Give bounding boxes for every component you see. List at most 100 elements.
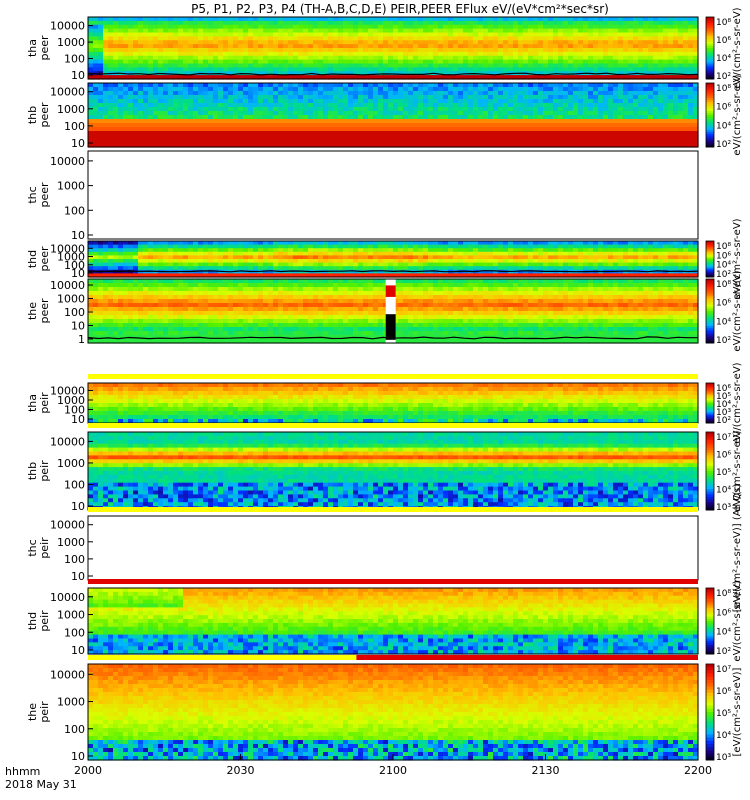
colorbar-label: eV/(cm²-s-sr-eV) <box>732 580 743 661</box>
y-tick-label: 1000 <box>57 293 85 306</box>
panel-y-label: peer <box>38 35 51 61</box>
colorbar-tick-label: 10⁴ <box>716 628 731 638</box>
colorbar-tick-label: 10⁵ <box>716 392 731 402</box>
colorbar-tick-label: 10⁷ <box>716 433 731 443</box>
y-tick-label: 10 <box>71 644 85 657</box>
y-tick-label: 10 <box>71 267 85 280</box>
x-tick-label: 2130 <box>532 764 560 777</box>
status-bar <box>88 507 698 512</box>
colorbar-tick-label: 10² <box>716 140 731 150</box>
colorbar-tick-label: 10⁴ <box>716 486 731 496</box>
colorbar-tick-label: 10² <box>716 416 731 426</box>
colorbar-tick-label: 10⁷ <box>716 665 731 675</box>
panel-y-label: peir <box>38 460 51 482</box>
panel-y-label: thc <box>26 539 39 556</box>
colorbar-tick-label: 10⁴ <box>716 261 731 271</box>
spectrogram-thb-peer <box>88 83 699 148</box>
panel-y-label: thb <box>26 462 39 480</box>
colorbar-label: eV/(cm²-s-sr-eV) <box>732 362 743 443</box>
panel-y-label: thd <box>26 612 39 630</box>
colorbar-tick-label: 10⁴ <box>716 54 731 64</box>
colorbar-tick-label: 10³ <box>716 503 731 513</box>
y-tick-label: 100 <box>64 120 85 133</box>
colorbar-tick-label: 10⁵ <box>716 709 731 719</box>
y-tick-label: 10000 <box>50 242 85 255</box>
colorbar-tick-label: 10⁸ <box>716 84 731 94</box>
y-tick-label: 100 <box>64 204 85 217</box>
y-tick-label: 1000 <box>57 609 85 622</box>
y-tick-label: 100 <box>64 306 85 319</box>
colorbar: 10² 10⁴ 10⁶ 10⁸ <box>705 16 731 82</box>
y-tick-label: 100 <box>64 53 85 66</box>
panel-y-label: thb <box>26 106 39 124</box>
panel-y-label: peir <box>38 537 51 559</box>
y-tick-label: 100 <box>64 259 85 272</box>
colorbar-label: eV/(cm²-s-sr-eV) <box>732 430 743 511</box>
colorbar-tick-label: 10⁴ <box>716 121 731 131</box>
y-tick-label: 10 <box>71 750 85 763</box>
status-bar <box>88 423 698 428</box>
chart-title: P5, P1, P2, P3, P4 (TH-A,B,C,D,E) PEIR,P… <box>191 2 609 16</box>
y-tick-label: 10 <box>71 500 85 513</box>
x-tick-label: 2030 <box>227 764 255 777</box>
panel-frame <box>87 82 699 148</box>
potential-line <box>87 336 698 340</box>
y-tick-label: 100 <box>64 404 85 417</box>
spectrogram-thd-peir <box>88 588 699 655</box>
x-tick-label: 2200 <box>684 764 712 777</box>
colorbar: 10² 10⁴ 10⁶ 10⁸ <box>705 82 731 150</box>
colorbar-tick-label: 10⁸ <box>716 18 731 28</box>
colorbar-tick-label: 10⁵ <box>716 468 731 478</box>
y-tick-label: 10000 <box>50 668 85 681</box>
y-tick-label: 10 <box>71 229 85 242</box>
panel-thc-peer: 10 100 1000 10000 thc peer <box>26 150 699 242</box>
y-tick-label: 10 <box>71 137 85 150</box>
colorbar-tick-label: 10⁴ <box>716 731 731 741</box>
colorbar-label: eV/(cm²-s-sr-eV) <box>732 270 743 351</box>
spectrogram-the-peir <box>88 664 699 761</box>
panel-thc-peir: 10 100 1000 10000 thc peir [eV/(cm²-s-sr-eV)] … <box>26 484 743 613</box>
panel-y-label: peer <box>38 182 51 208</box>
panel-y-label: the <box>26 302 39 320</box>
panel-y-label: peer <box>38 298 51 324</box>
panel-y-label: peir <box>38 610 51 632</box>
y-tick-label: 10 <box>71 69 85 82</box>
colorbar-tick-label: 10² <box>716 72 731 82</box>
status-bar-segment <box>356 655 698 660</box>
panel-y-label: peir <box>38 392 51 414</box>
panel-y-label: peer <box>38 102 51 128</box>
y-tick-label: 1000 <box>57 251 85 264</box>
colorbar-label: eV/(cm²-s-sr-eV) <box>732 218 743 299</box>
panel-thb-peer: 10 100 1000 10000 thb peer 10² 10⁴ 10⁶ 10⁸ eV/(cm²… <box>26 74 743 155</box>
y-tick-label: 1000 <box>57 457 85 470</box>
status-bar-segment <box>88 655 357 660</box>
status-bar <box>88 579 698 584</box>
panel-frame <box>87 16 699 80</box>
panel-frame <box>87 150 699 240</box>
y-tick-label: 1000 <box>57 180 85 193</box>
colorbar-tick-label: 10⁸ <box>716 242 731 252</box>
panel-frame <box>87 587 699 655</box>
spectrogram-thb-peir <box>88 432 699 511</box>
potential-line <box>87 270 699 273</box>
spectrogram-the-peer <box>87 279 699 344</box>
panel-y-label: peer <box>38 246 51 272</box>
y-tick-label: 100 <box>64 626 85 639</box>
colorbar-tick-label: 10⁶ <box>716 451 731 461</box>
panel-y-label: peir <box>38 701 51 723</box>
colorbar-tick-label: 10⁶ <box>716 299 731 309</box>
y-tick-label: 1000 <box>57 536 85 549</box>
x-tick-label: 2000 <box>74 764 102 777</box>
spectrogram-tha-peir <box>88 383 699 424</box>
panel-y-label: tha <box>26 39 39 57</box>
panel-frame <box>87 278 699 344</box>
panel-y-label: thc <box>26 186 39 203</box>
colorbar-tick-label: 10² <box>716 270 731 280</box>
colorbar-tick-label: 10⁴ <box>716 317 731 327</box>
y-tick-label: 10000 <box>50 20 85 33</box>
y-tick-label: 1000 <box>57 36 85 49</box>
